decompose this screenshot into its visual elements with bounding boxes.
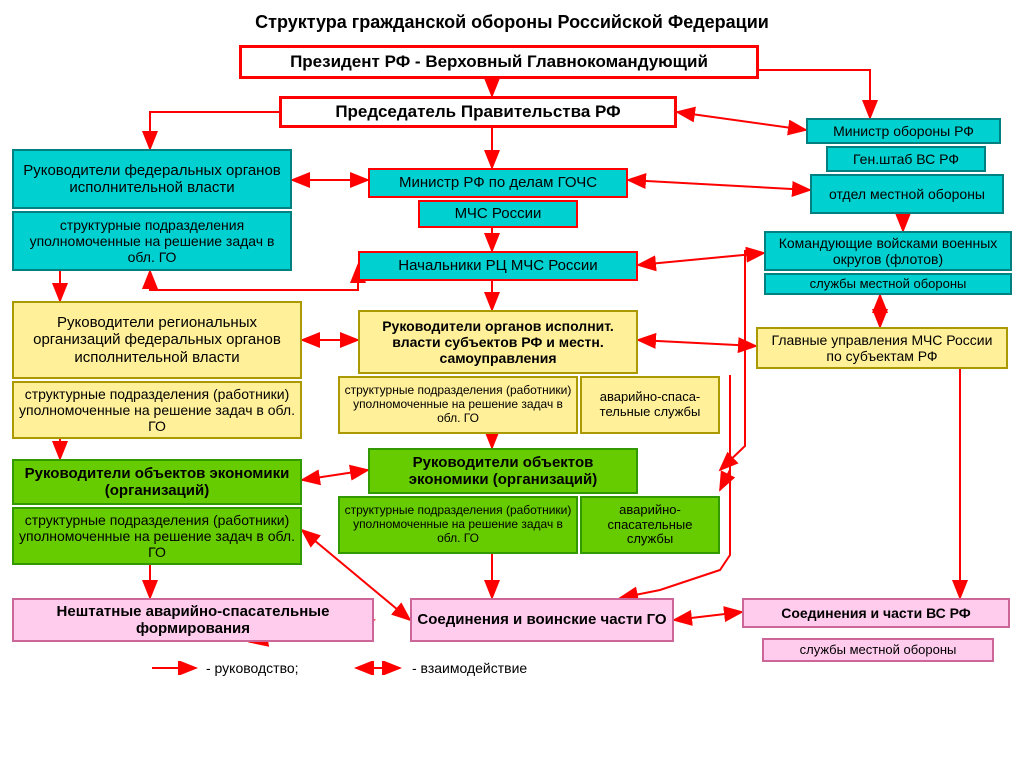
node-obj_struct1: структурные подразделения (работники) уп… [12, 507, 302, 565]
node-obj_leaders1: Руководители объектов экономики (организ… [12, 459, 302, 505]
node-mchs_main: Главные управления МЧС России по субъект… [756, 327, 1008, 369]
diagram-title: Структура гражданской обороны Российской… [200, 12, 824, 33]
node-local_def_dept: отдел местной обороны [810, 174, 1004, 214]
node-nonstaff: Нештатные аварийно-спасательные формиров… [12, 598, 374, 642]
legend-leadership-label: - руководство; [206, 660, 299, 676]
node-fed_exec: Руководители федеральных органов исполни… [12, 149, 292, 209]
node-vs_units: Соединения и части ВС РФ [742, 598, 1010, 628]
legend-interaction-label: - взаимодействие [412, 660, 527, 676]
node-commanders: Командующие войсками военных округов (фл… [764, 231, 1012, 271]
node-genstaff: Ген.штаб ВС РФ [826, 146, 986, 172]
node-local_def_svc: службы местной обороны [764, 273, 1012, 295]
node-subj_heads: Руководители органов исполнит. власти су… [358, 310, 638, 374]
legend-leadership: - руководство; [150, 660, 299, 676]
node-obj_struct2: структурные подразделения (работники) уп… [338, 496, 578, 554]
node-reg_struct: структурные подразделения (работники) уп… [12, 381, 302, 439]
legend-interaction: - взаимодействие [350, 660, 527, 676]
node-premier: Председатель Правительства РФ [279, 96, 677, 128]
node-reg_leaders: Руководители региональных организаций фе… [12, 301, 302, 379]
node-obj_leaders2: Руководители объектов экономики (организ… [368, 448, 638, 494]
node-min_def: Министр обороны РФ [806, 118, 1001, 144]
node-obj_rescue2: аварийно- спасательные службы [580, 496, 720, 554]
node-mchs: МЧС России [418, 200, 578, 228]
node-subj_struct: структурные подразделения (работники) уп… [338, 376, 578, 434]
node-minister_gochs: Министр РФ по делам ГОЧС [368, 168, 628, 198]
node-president: Президент РФ - Верховный Главнокомандующ… [239, 45, 759, 79]
node-subj_rescue: аварийно-спаса- тельные службы [580, 376, 720, 434]
node-rc_heads: Начальники РЦ МЧС России [358, 251, 638, 281]
node-local_def_svc2: службы местной обороны [762, 638, 994, 662]
node-go_units: Соединения и воинские части ГО [410, 598, 674, 642]
node-fed_struct: структурные подразделения уполномоченные… [12, 211, 292, 271]
